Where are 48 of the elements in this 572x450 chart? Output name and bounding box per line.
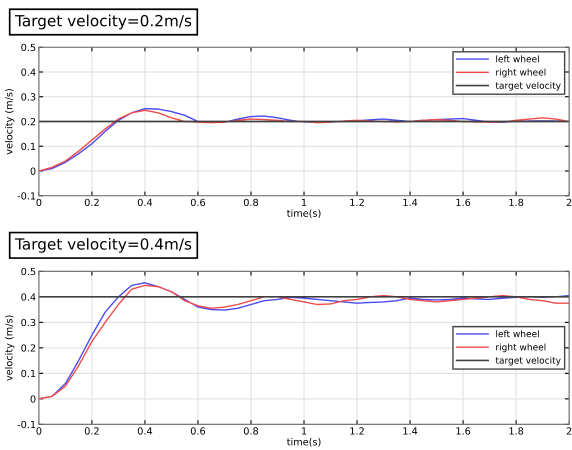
y-tick-label: 0.4 <box>21 68 36 76</box>
legend-label: left wheel <box>496 55 539 62</box>
y-axis-title: velocity (m/s) <box>4 315 14 381</box>
x-tick-label: 1.4 <box>403 198 418 206</box>
y-axis-title: velocity (m/s) <box>4 89 14 154</box>
x-tick-label: 1 <box>302 198 306 206</box>
x-tick-label: 1.8 <box>509 427 524 435</box>
x-tick-label: 0.2 <box>84 198 99 206</box>
x-tick-label: 0.4 <box>138 198 152 206</box>
y-tick-label: 0.5 <box>21 44 36 52</box>
x-tick-label: 0.8 <box>244 427 258 435</box>
x-tick-label: 1.8 <box>509 198 524 206</box>
y-tick-label: 0.2 <box>21 118 36 126</box>
x-axis-title: time(s) <box>286 438 320 447</box>
y-tick-label: 0.1 <box>21 370 36 378</box>
x-tick-label: 0 <box>36 198 42 206</box>
y-tick-label: 0.4 <box>21 293 36 301</box>
y-tick-label: 0.3 <box>21 318 36 326</box>
x-tick-label: 0.4 <box>138 427 152 435</box>
x-tick-label: 1.2 <box>350 198 364 206</box>
legend-label: target velocity <box>496 356 561 366</box>
chart-title: Target velocity=0.4m/s <box>14 238 192 253</box>
x-tick-label: 0.8 <box>244 198 258 206</box>
y-tick-label: 0.5 <box>21 268 36 276</box>
legend-label: left wheel <box>496 330 539 338</box>
x-tick-label: 0 <box>36 427 42 435</box>
y-tick-label: 0 <box>30 395 36 403</box>
x-tick-label: 0.6 <box>190 427 206 435</box>
y-tick-label: 0.3 <box>21 93 36 101</box>
y-tick-label: 0.2 <box>21 344 36 352</box>
chart-title: Target velocity=0.2m/s <box>14 14 192 30</box>
y-tick-label: 0.1 <box>21 142 36 150</box>
legend-label: target velocity <box>496 82 561 91</box>
x-tick-label: 0.6 <box>190 198 206 206</box>
x-tick-label: 1.4 <box>403 427 418 435</box>
x-tick-label: 2 <box>566 427 572 435</box>
y-tick-label: -0.1 <box>18 420 36 428</box>
x-tick-label: 1 <box>302 427 306 435</box>
x-axis-title: time(s) <box>286 209 320 218</box>
x-tick-label: 0.2 <box>84 427 99 435</box>
x-tick-label: 1.6 <box>456 427 470 435</box>
x-tick-label: 2 <box>566 198 572 206</box>
x-tick-label: 1.2 <box>350 427 364 435</box>
y-tick-label: -0.1 <box>18 192 36 200</box>
legend-label: right wheel <box>496 343 546 352</box>
x-tick-label: 1.6 <box>456 198 470 206</box>
y-tick-label: 0 <box>30 167 36 175</box>
legend-label: right wheel <box>496 68 546 78</box>
